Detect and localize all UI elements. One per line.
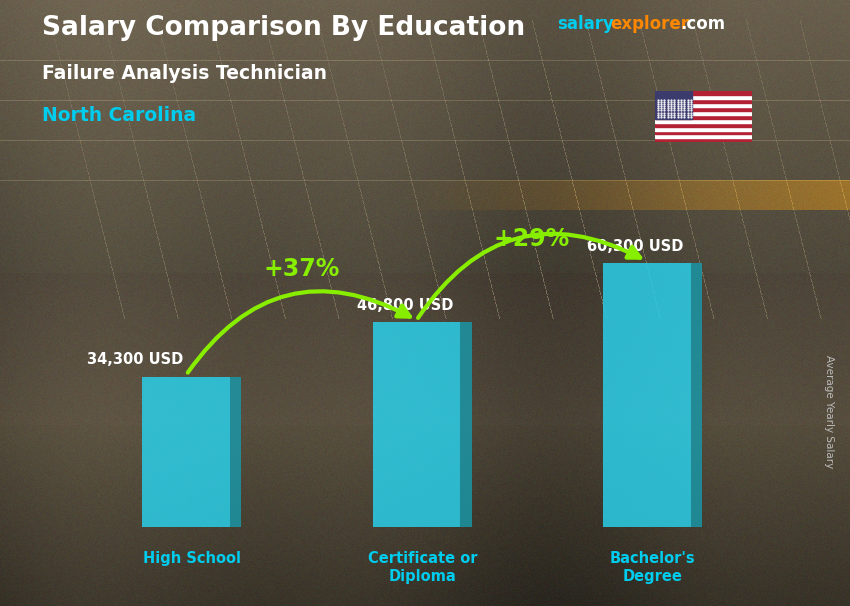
- Text: Average Yearly Salary: Average Yearly Salary: [824, 356, 834, 468]
- Bar: [654, 91, 692, 119]
- Text: +29%: +29%: [494, 227, 570, 251]
- Bar: [654, 122, 752, 127]
- Bar: [654, 95, 752, 99]
- Text: 46,800 USD: 46,800 USD: [357, 298, 453, 313]
- Bar: [654, 119, 752, 122]
- Text: North Carolina: North Carolina: [42, 106, 196, 125]
- Bar: [654, 103, 752, 107]
- Bar: [373, 322, 460, 527]
- Polygon shape: [460, 322, 472, 527]
- Polygon shape: [690, 263, 702, 527]
- Text: 60,300 USD: 60,300 USD: [587, 239, 683, 254]
- Bar: [654, 130, 752, 135]
- Text: +37%: +37%: [264, 258, 339, 281]
- Text: Certificate or
Diploma: Certificate or Diploma: [367, 551, 477, 584]
- Bar: [654, 115, 752, 119]
- Text: Salary Comparison By Education: Salary Comparison By Education: [42, 15, 525, 41]
- Bar: [654, 127, 752, 130]
- Text: salary: salary: [557, 15, 614, 33]
- Bar: [654, 111, 752, 115]
- Bar: [603, 263, 690, 527]
- Text: explorer: explorer: [610, 15, 689, 33]
- Bar: [654, 138, 752, 142]
- Bar: [143, 377, 230, 527]
- Text: High School: High School: [143, 551, 241, 566]
- Bar: [654, 135, 752, 138]
- Bar: [654, 91, 752, 95]
- Text: 34,300 USD: 34,300 USD: [88, 353, 184, 367]
- Text: Failure Analysis Technician: Failure Analysis Technician: [42, 64, 327, 82]
- Polygon shape: [230, 377, 241, 527]
- Bar: [654, 99, 752, 103]
- Bar: [654, 107, 752, 111]
- Text: .com: .com: [680, 15, 725, 33]
- Text: Bachelor's
Degree: Bachelor's Degree: [609, 551, 695, 584]
